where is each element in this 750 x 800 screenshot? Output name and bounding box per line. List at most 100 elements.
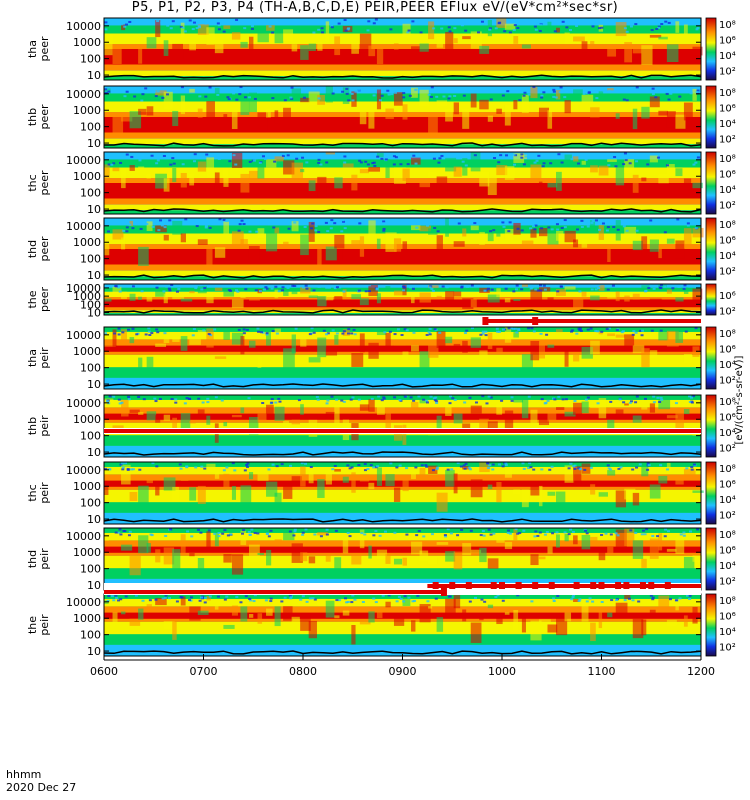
noise-pixel	[317, 158, 321, 161]
streak	[385, 601, 391, 608]
noise-pixel	[325, 528, 329, 531]
streak	[376, 610, 383, 619]
streak	[325, 347, 338, 356]
noise-pixel	[382, 220, 386, 223]
streak	[530, 26, 543, 30]
noise-pixel	[293, 221, 297, 224]
noise-pixel	[245, 463, 249, 466]
noise-pixel	[129, 468, 133, 471]
noise-pixel	[580, 156, 584, 159]
streak	[411, 402, 419, 408]
y-tick-label: 100	[80, 253, 101, 266]
noise-pixel	[623, 599, 627, 602]
noise-pixel	[569, 462, 573, 465]
streak	[197, 161, 207, 172]
noise-pixel	[641, 529, 645, 532]
streak	[641, 348, 650, 368]
noise-pixel	[289, 464, 293, 467]
noise-pixel	[690, 468, 694, 471]
potential-trace	[104, 142, 702, 147]
noise-pixel	[481, 395, 485, 398]
noise-pixel	[222, 30, 226, 33]
noise-pixel	[241, 21, 245, 24]
noise-pixel	[216, 22, 220, 25]
colorbar-tick-label: 10⁸	[719, 464, 736, 475]
y-tick-label: 10	[87, 203, 101, 216]
noise-pixel	[456, 534, 460, 537]
noise-pixel	[688, 594, 692, 597]
noise-pixel	[141, 154, 145, 157]
streak	[487, 604, 494, 609]
noise-pixel	[364, 160, 368, 163]
noise-pixel	[448, 95, 452, 98]
noise-pixel	[548, 468, 552, 471]
noise-pixel	[383, 530, 387, 533]
streak	[257, 228, 265, 239]
noise-pixel	[465, 285, 469, 288]
streak	[334, 404, 340, 424]
noise-pixel	[304, 284, 308, 287]
potential-trace	[103, 650, 702, 655]
streak	[632, 618, 644, 639]
colorbar-tick-label: 10⁴	[719, 51, 736, 62]
streak	[359, 169, 370, 174]
noise-pixel	[516, 594, 520, 597]
streak	[402, 351, 409, 360]
streak	[104, 538, 109, 541]
noise-pixel	[305, 287, 309, 290]
streak	[172, 549, 181, 570]
noise-pixel	[300, 462, 304, 465]
noise-pixel	[294, 327, 298, 330]
noise-pixel	[327, 286, 331, 289]
noise-pixel	[144, 333, 148, 336]
time-tick-label: 0800	[289, 665, 317, 678]
colorbar-tick-label: 10⁶	[719, 612, 736, 623]
noise-pixel	[510, 327, 514, 330]
noise-pixel	[489, 396, 493, 399]
noise-pixel	[464, 462, 468, 465]
noise-pixel	[402, 289, 406, 292]
noise-pixel	[676, 218, 680, 221]
colorbar	[705, 593, 717, 657]
noise-pixel	[627, 597, 631, 600]
noise-pixel	[518, 99, 522, 102]
streak	[342, 610, 350, 616]
noise-pixel	[527, 395, 531, 398]
noise-pixel	[117, 286, 121, 289]
y-tick-label: 100	[80, 563, 101, 576]
streak	[683, 24, 688, 35]
noise-pixel	[213, 532, 217, 535]
streak	[393, 487, 401, 502]
noise-pixel	[217, 158, 221, 161]
streak	[172, 417, 178, 432]
streak	[479, 45, 490, 54]
streak	[291, 543, 303, 563]
noise-pixel	[333, 222, 337, 225]
y-tick-label: 1000	[73, 413, 101, 426]
streak	[248, 298, 260, 301]
noise-pixel	[277, 397, 281, 400]
noise-pixel	[207, 529, 211, 532]
noise-pixel	[106, 230, 110, 233]
intensity-band	[104, 218, 701, 226]
noise-pixel	[497, 330, 501, 333]
noise-pixel	[389, 28, 393, 31]
noise-pixel	[133, 95, 137, 98]
streak	[231, 414, 242, 418]
noise-pixel	[118, 290, 122, 293]
noise-pixel	[665, 87, 669, 90]
noise-pixel	[541, 219, 545, 222]
noise-pixel	[353, 598, 357, 601]
streak	[479, 547, 487, 563]
noise-pixel	[560, 226, 564, 229]
noise-pixel	[271, 463, 275, 466]
streak	[248, 614, 254, 618]
noise-pixel	[634, 531, 638, 534]
intensity-band	[104, 502, 701, 513]
noise-pixel	[594, 288, 598, 291]
colorbar-tick-label: 10⁶	[719, 170, 736, 181]
streak	[504, 410, 514, 430]
noise-pixel	[255, 154, 259, 157]
y-tick-label: 1000	[73, 480, 101, 493]
noise-pixel	[540, 398, 544, 401]
